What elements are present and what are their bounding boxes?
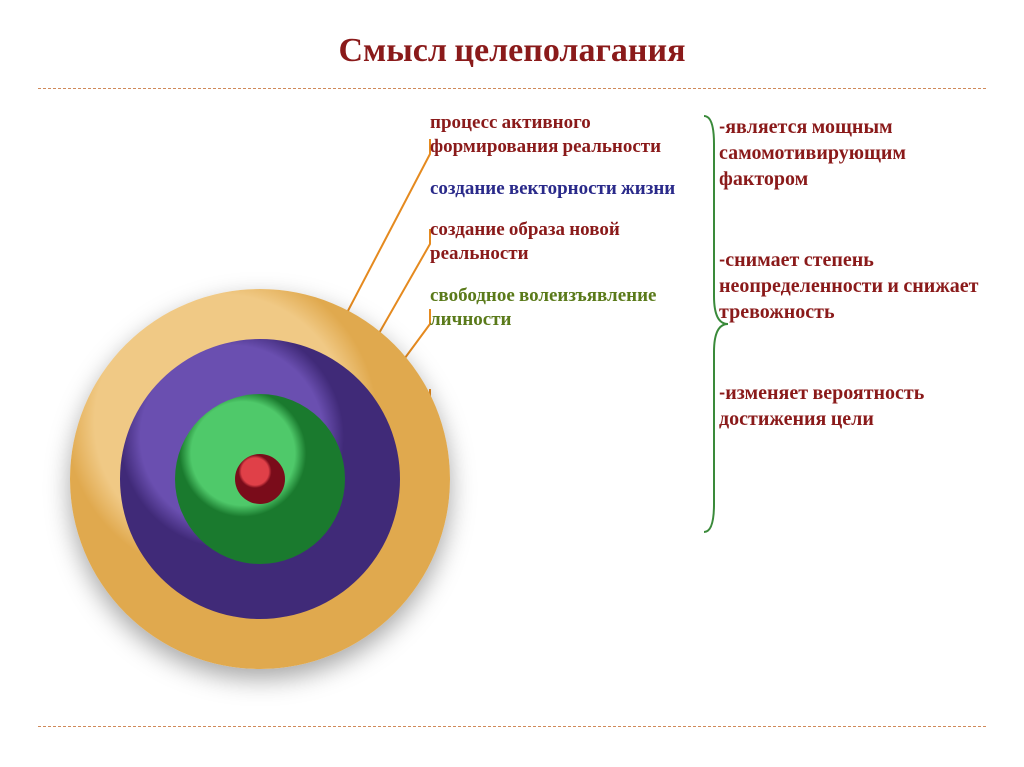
right-item-0: -является мощным самомотивирующим фактор… <box>719 114 979 192</box>
callout-2: создание образа новой реальности <box>430 218 700 266</box>
right-column: -является мощным самомотивирующим фактор… <box>719 114 979 487</box>
ring-core <box>235 454 285 504</box>
concentric-rings <box>70 289 450 669</box>
callout-labels: процесс активного формирования реальност… <box>430 111 700 349</box>
divider-bottom <box>38 726 986 727</box>
diagram-area: процесс активного формирования реальност… <box>0 89 1024 709</box>
right-item-text: снимает степень неопределенности и снижа… <box>719 248 978 323</box>
right-item-text: изменяет вероятность достижения цели <box>719 381 924 430</box>
right-item-text: является мощным самомотивирующим факторо… <box>719 115 906 190</box>
right-item-2: -изменяет вероятность достижения цели <box>719 380 979 432</box>
callout-3: свободное волеизъявление личности <box>430 284 700 332</box>
right-item-1: -снимает степень неопределенности и сниж… <box>719 247 979 325</box>
page-title: Смысл целеполагания <box>0 0 1024 88</box>
callout-0: процесс активного формирования реальност… <box>430 111 700 159</box>
callout-1: создание векторности жизни <box>430 177 700 201</box>
